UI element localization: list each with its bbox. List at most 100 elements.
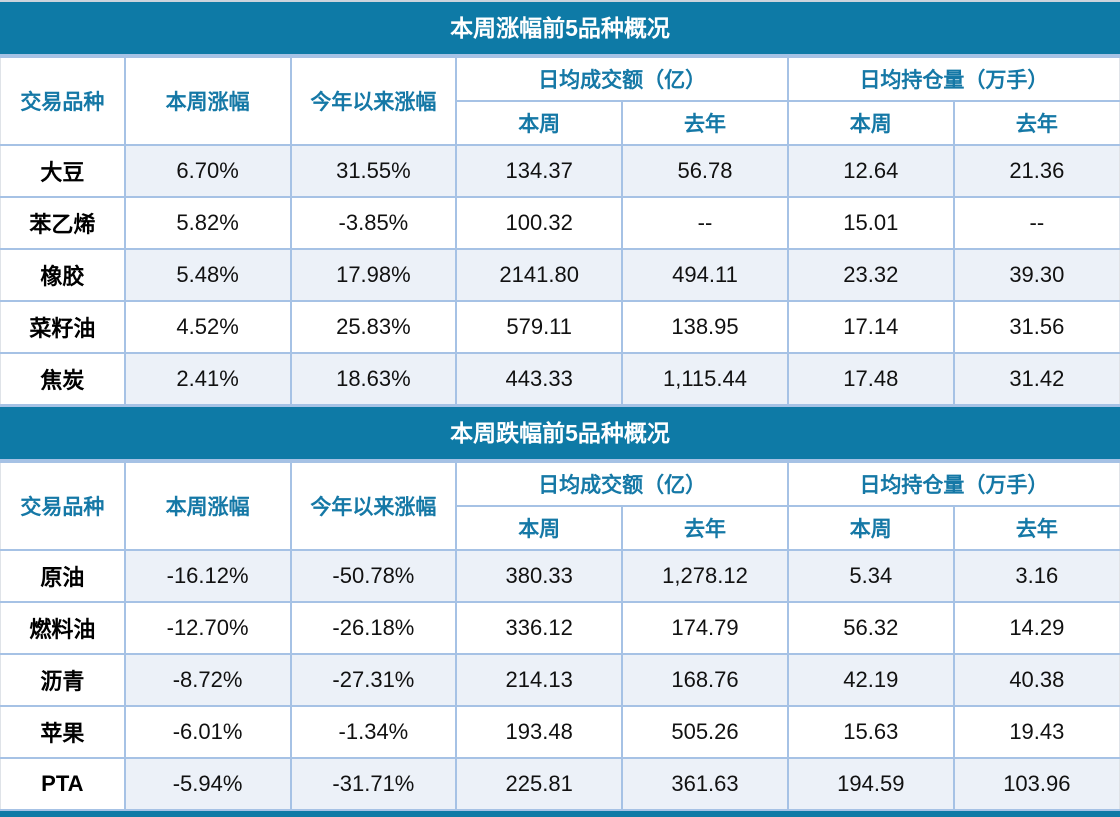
losers-header-sub-row: 本周 去年 本周 去年 (1, 505, 1120, 551)
sub-header-turnover-this-week: 本周 (455, 100, 624, 146)
value-cell: 56.78 (621, 144, 789, 198)
value-cell: 2.41% (123, 352, 292, 406)
table-row: 原油 -16.12% -50.78% 380.33 1,278.12 5.34 … (0, 549, 1120, 603)
table-row: 橡胶 5.48% 17.98% 2141.80 494.11 23.32 39.… (0, 248, 1120, 302)
table-row: 大豆 6.70% 31.55% 134.37 56.78 12.64 21.36 (0, 144, 1120, 198)
losers-table: 交易品种 本周涨幅 今年以来涨幅 日均成交额（亿） 日均持仓量（万手） 本周 去… (0, 461, 1120, 811)
value-cell: -6.01% (123, 705, 292, 759)
value-cell: -31.71% (289, 757, 458, 811)
value-cell: 31.42 (952, 352, 1120, 406)
value-cell: -5.94% (123, 757, 292, 811)
group-header-avg-turnover: 日均成交额（亿） (455, 461, 789, 507)
table-row: 菜籽油 4.52% 25.83% 579.11 138.95 17.14 31.… (0, 300, 1120, 354)
value-cell: 17.48 (786, 352, 955, 406)
group-header-avg-turnover: 日均成交额（亿） (455, 56, 789, 102)
value-cell: 5.82% (123, 196, 292, 250)
value-cell: -16.12% (123, 549, 292, 603)
value-cell: 336.12 (455, 601, 624, 655)
col-header-week-change: 本周涨幅 (123, 56, 292, 146)
product-name-cell: 大豆 (0, 144, 126, 198)
sub-header-turnover-last-year: 去年 (621, 505, 789, 551)
value-cell: 134.37 (455, 144, 624, 198)
value-cell: 1,115.44 (621, 352, 789, 406)
value-cell: 15.01 (786, 196, 955, 250)
group-header-avg-open-interest: 日均持仓量（万手） (786, 461, 1120, 507)
value-cell: 23.32 (786, 248, 955, 302)
value-cell: 19.43 (952, 705, 1120, 759)
sub-header-turnover-this-week: 本周 (455, 505, 624, 551)
product-name-cell: 原油 (0, 549, 126, 603)
value-cell: 3.16 (952, 549, 1120, 603)
value-cell: 1,278.12 (621, 549, 789, 603)
value-cell: 168.76 (621, 653, 789, 707)
product-name-cell: 焦炭 (0, 352, 126, 406)
value-cell: 174.79 (621, 601, 789, 655)
value-cell: 494.11 (621, 248, 789, 302)
value-cell: 4.52% (123, 300, 292, 354)
value-cell: 25.83% (289, 300, 458, 354)
col-header-week-change: 本周涨幅 (123, 461, 292, 551)
sub-header-oi-last-year: 去年 (952, 505, 1120, 551)
value-cell: -27.31% (289, 653, 458, 707)
value-cell: 225.81 (455, 757, 624, 811)
table-row: 焦炭 2.41% 18.63% 443.33 1,115.44 17.48 31… (0, 352, 1120, 406)
product-name-cell: 苯乙烯 (0, 196, 126, 250)
product-name-cell: 橡胶 (0, 248, 126, 302)
gainers-header-group-row: 交易品种 本周涨幅 今年以来涨幅 日均成交额（亿） 日均持仓量（万手） (0, 56, 1120, 146)
table-row: 燃料油 -12.70% -26.18% 336.12 174.79 56.32 … (0, 601, 1120, 655)
losers-table-title: 本周跌幅前5品种概况 (0, 406, 1120, 461)
value-cell: 505.26 (621, 705, 789, 759)
sub-header-oi-last-year: 去年 (952, 100, 1120, 146)
value-cell: 42.19 (786, 653, 955, 707)
value-cell: 14.29 (952, 601, 1120, 655)
value-cell: 443.33 (455, 352, 624, 406)
product-name-cell: PTA (0, 757, 126, 811)
value-cell: 56.32 (786, 601, 955, 655)
value-cell: -3.85% (289, 196, 458, 250)
value-cell: 2141.80 (455, 248, 624, 302)
table-row: 苯乙烯 5.82% -3.85% 100.32 -- 15.01 -- (0, 196, 1120, 250)
value-cell: 103.96 (952, 757, 1120, 811)
value-cell: 194.59 (786, 757, 955, 811)
value-cell: 17.14 (786, 300, 955, 354)
value-cell: -12.70% (123, 601, 292, 655)
value-cell: 31.56 (952, 300, 1120, 354)
value-cell: 579.11 (455, 300, 624, 354)
gainers-table: 交易品种 本周涨幅 今年以来涨幅 日均成交额（亿） 日均持仓量（万手） 本周 去… (0, 56, 1120, 406)
sub-header-oi-this-week: 本周 (786, 505, 955, 551)
value-cell: 214.13 (455, 653, 624, 707)
product-name-cell: 菜籽油 (0, 300, 126, 354)
col-header-product: 交易品种 (0, 461, 126, 551)
gainers-table-title: 本周涨幅前5品种概况 (0, 0, 1120, 56)
value-cell: 21.36 (952, 144, 1120, 198)
product-name-cell: 沥青 (0, 653, 126, 707)
value-cell: 15.63 (786, 705, 955, 759)
value-cell: 138.95 (621, 300, 789, 354)
value-cell: 193.48 (455, 705, 624, 759)
value-cell: 5.48% (123, 248, 292, 302)
value-cell: 5.34 (786, 549, 955, 603)
value-cell: 12.64 (786, 144, 955, 198)
value-cell: 39.30 (952, 248, 1120, 302)
value-cell: 31.55% (289, 144, 458, 198)
group-header-avg-open-interest: 日均持仓量（万手） (786, 56, 1120, 102)
table-row: 苹果 -6.01% -1.34% 193.48 505.26 15.63 19.… (0, 705, 1120, 759)
sub-header-oi-this-week: 本周 (786, 100, 955, 146)
value-cell: -1.34% (289, 705, 458, 759)
value-cell: -50.78% (289, 549, 458, 603)
gainers-header-sub-row: 本周 去年 本周 去年 (1, 100, 1120, 146)
value-cell: 361.63 (621, 757, 789, 811)
col-header-product: 交易品种 (0, 56, 126, 146)
table-row: 沥青 -8.72% -27.31% 214.13 168.76 42.19 40… (0, 653, 1120, 707)
losers-header-group-row: 交易品种 本周涨幅 今年以来涨幅 日均成交额（亿） 日均持仓量（万手） (0, 461, 1120, 551)
value-cell: 6.70% (123, 144, 292, 198)
value-cell: 17.98% (289, 248, 458, 302)
value-cell: 100.32 (455, 196, 624, 250)
value-cell: -8.72% (123, 653, 292, 707)
col-header-ytd-change: 今年以来涨幅 (289, 461, 458, 551)
value-cell: -26.18% (289, 601, 458, 655)
value-cell: 40.38 (952, 653, 1120, 707)
col-header-ytd-change: 今年以来涨幅 (289, 56, 458, 146)
sub-header-turnover-last-year: 去年 (621, 100, 789, 146)
